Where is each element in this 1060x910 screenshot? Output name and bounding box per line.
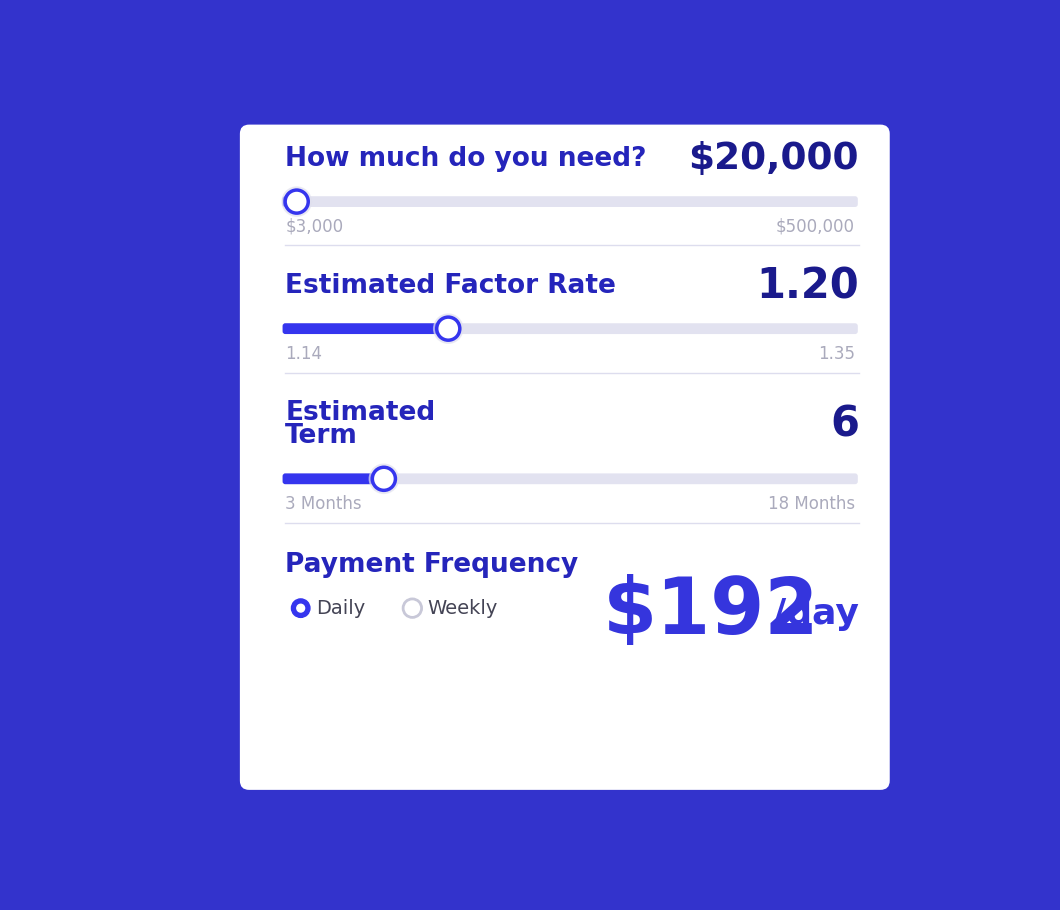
FancyBboxPatch shape <box>283 197 299 207</box>
Circle shape <box>437 317 460 340</box>
Circle shape <box>297 604 304 612</box>
Text: Daily: Daily <box>316 599 366 618</box>
Circle shape <box>434 314 463 343</box>
Text: 1.20: 1.20 <box>756 266 859 308</box>
Circle shape <box>282 187 312 217</box>
Circle shape <box>369 464 399 493</box>
Circle shape <box>372 467 395 490</box>
Text: 1.35: 1.35 <box>818 345 855 363</box>
FancyBboxPatch shape <box>283 323 450 334</box>
FancyBboxPatch shape <box>283 473 387 484</box>
Text: $500,000: $500,000 <box>776 217 855 236</box>
Text: $20,000: $20,000 <box>688 141 859 177</box>
Text: /day: /day <box>773 597 859 631</box>
Circle shape <box>292 599 310 617</box>
Text: $3,000: $3,000 <box>285 217 343 236</box>
Text: Estimated Factor Rate: Estimated Factor Rate <box>285 273 616 299</box>
FancyBboxPatch shape <box>283 323 858 334</box>
FancyBboxPatch shape <box>283 197 858 207</box>
FancyBboxPatch shape <box>283 473 858 484</box>
Text: 1.14: 1.14 <box>285 345 322 363</box>
Text: Weekly: Weekly <box>428 599 498 618</box>
Text: Estimated: Estimated <box>285 400 436 427</box>
Text: 6: 6 <box>830 403 859 446</box>
Text: Payment Frequency: Payment Frequency <box>285 552 579 578</box>
Text: $192: $192 <box>602 574 819 650</box>
FancyBboxPatch shape <box>240 125 889 790</box>
Circle shape <box>285 190 308 213</box>
Text: Term: Term <box>285 422 358 449</box>
Text: How much do you need?: How much do you need? <box>285 147 647 172</box>
Text: 3 Months: 3 Months <box>285 495 361 513</box>
Text: 18 Months: 18 Months <box>768 495 855 513</box>
Circle shape <box>403 599 422 617</box>
